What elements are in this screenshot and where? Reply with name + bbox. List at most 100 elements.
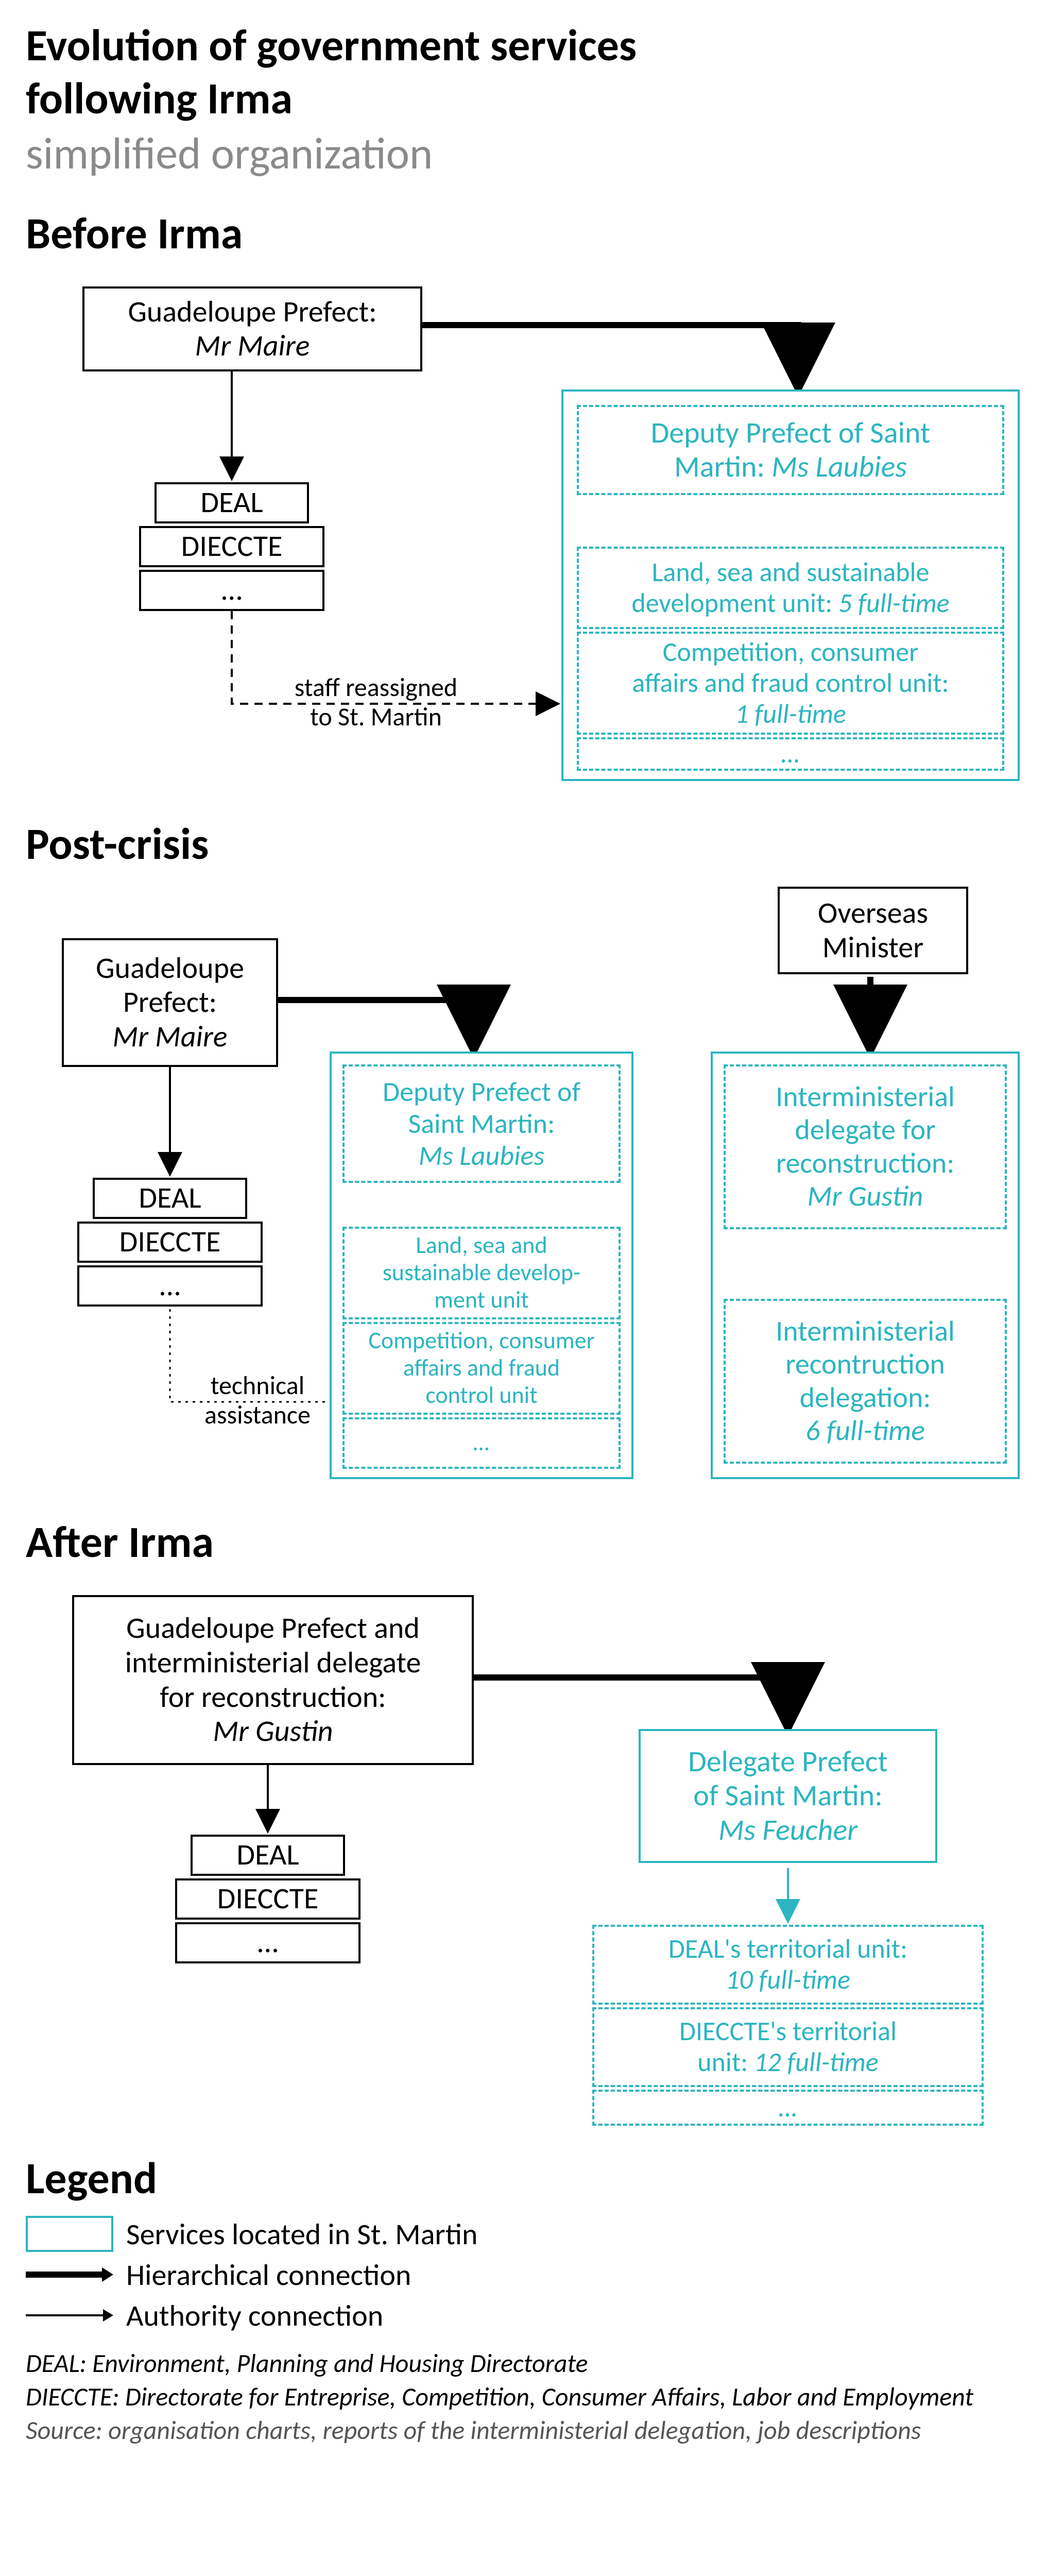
post-diagram: Guadeloupe Prefect: Mr Maire Overseas Mi… — [26, 887, 1021, 1495]
title-line2: following Irma — [26, 74, 1021, 125]
post-dieccte: DIECCTE — [77, 1222, 263, 1263]
before-diagram: Guadeloupe Prefect: Mr Maire DEAL DIECCT… — [26, 276, 1021, 796]
name: Mr Gustin — [213, 1714, 333, 1749]
after-header: After Irma — [26, 1515, 1021, 1569]
label: Guadeloupe Prefect: — [128, 295, 376, 329]
l3: for reconstruction: — [160, 1680, 386, 1715]
label: Hierarchical connection — [126, 2257, 411, 2293]
before-header: Before Irma — [26, 207, 1021, 261]
label: DEAL — [139, 1181, 201, 1215]
legend-swatch-teal — [26, 2216, 113, 2252]
val: 6 full-time — [805, 1414, 925, 1447]
l2: development unit: 5 full-time — [631, 588, 949, 619]
l2: recontruction — [785, 1348, 945, 1381]
label: … — [160, 1268, 180, 1303]
post-unit1: Land, sea and sustainable develop- ment … — [342, 1227, 621, 1319]
label: … — [258, 1925, 278, 1960]
after-unit-dots: … — [592, 2090, 984, 2126]
label: Authority connection — [126, 2297, 383, 2334]
l1: Deputy Prefect of Saint — [651, 416, 931, 450]
dots: … — [781, 738, 800, 769]
legend-title: Legend — [26, 2151, 1021, 2206]
after-dots: … — [175, 1922, 361, 1963]
val: 10 full-time — [726, 1964, 850, 1995]
l1: staff reassigned — [268, 673, 484, 703]
post-dots: … — [77, 1265, 263, 1307]
source: Source: organisation charts, reports of … — [26, 2414, 1021, 2447]
title-line1: Evolution of government services — [26, 21, 1021, 72]
l1: Interministerial — [776, 1080, 955, 1113]
post-unit2: Competition, consumer affairs and fraud … — [342, 1322, 621, 1415]
l2: sustainable develop- — [383, 1259, 580, 1286]
l2: affairs and fraud control unit: — [632, 668, 949, 699]
post-deputy: Deputy Prefect of Saint Martin: Ms Laubi… — [342, 1064, 621, 1183]
footnotes: DEAL: Environment, Planning and Housing … — [26, 2347, 1021, 2447]
post-prefect: Guadeloupe Prefect: Mr Maire — [62, 938, 278, 1067]
before-deal: DEAL — [155, 482, 309, 523]
l1: DIECCTE's territorial — [679, 2016, 897, 2047]
label: Services located in St. Martin — [126, 2216, 478, 2252]
before-staff-note: staff reassigned to St. Martin — [268, 673, 484, 732]
l1: Competition, consumer — [368, 1327, 594, 1354]
l2: Prefect: — [123, 985, 217, 1020]
l2: affairs and fraud — [403, 1354, 560, 1382]
after-unit2: DIECCTE's territorial unit: 12 full-time — [592, 2007, 984, 2087]
l2: Minister — [822, 930, 924, 965]
l2: assistance — [185, 1400, 330, 1430]
label: DEAL — [236, 1838, 299, 1872]
post-header: Post-crisis — [26, 817, 1021, 871]
after-delegate: Delegate Prefect of Saint Martin: Ms Feu… — [639, 1729, 937, 1863]
l3: reconstruction: — [776, 1147, 955, 1180]
l2: delegate for — [795, 1113, 935, 1146]
after-prefect: Guadeloupe Prefect and interministerial … — [72, 1595, 474, 1765]
name: Mr Maire — [113, 1020, 228, 1054]
before-unit-dots: … — [577, 737, 1004, 771]
after-dieccte: DIECCTE — [175, 1878, 361, 1920]
after-deal: DEAL — [191, 1835, 345, 1876]
l1: Land, sea and — [416, 1232, 547, 1259]
arrow-thin-icon — [26, 2305, 113, 2326]
deal-def: DEAL: Environment, Planning and Housing … — [26, 2347, 1021, 2380]
dots: … — [473, 1429, 490, 1456]
legend-hier: Hierarchical connection — [26, 2257, 1021, 2293]
l2: Martin: Ms Laubies — [674, 450, 907, 484]
before-dieccte: DIECCTE — [139, 526, 324, 567]
post-unit-dots: … — [342, 1417, 621, 1469]
l3: ment unit — [434, 1286, 528, 1314]
post-delegation: Interministerial recontruction delegatio… — [724, 1299, 1007, 1464]
dieccte-def: DIECCTE: Directorate for Entreprise, Com… — [26, 2380, 1021, 2414]
dots: … — [779, 2092, 797, 2123]
l2: Saint Martin: — [408, 1108, 555, 1140]
before-unit2: Competition, consumer affairs and fraud … — [577, 632, 1004, 735]
l1: Guadeloupe — [96, 951, 244, 986]
l3: delegation: — [800, 1381, 931, 1414]
post-minister: Overseas Minister — [778, 887, 968, 974]
l2: of Saint Martin: — [693, 1778, 883, 1813]
name: Mr Gustin — [807, 1180, 923, 1213]
post-deal: DEAL — [93, 1178, 247, 1219]
after-unit1: DEAL's territorial unit: 10 full-time — [592, 1925, 984, 2005]
l2: interministerial delegate — [125, 1646, 421, 1680]
post-tech-note: technical assistance — [185, 1371, 330, 1430]
val: 1 full-time — [735, 699, 846, 730]
l1: DEAL's territorial unit: — [668, 1934, 907, 1964]
before-deputy: Deputy Prefect of Saint Martin: Ms Laubi… — [577, 405, 1004, 495]
name: Ms Feucher — [718, 1813, 857, 1848]
label: DIECCTE — [119, 1225, 221, 1259]
l3: control unit — [425, 1382, 537, 1409]
post-delegate: Interministerial delegate for reconstruc… — [724, 1064, 1007, 1229]
l1: Delegate Prefect — [688, 1744, 888, 1779]
label: DEAL — [200, 485, 263, 520]
after-diagram: Guadeloupe Prefect and interministerial … — [26, 1585, 1021, 2131]
l2: to St. Martin — [268, 702, 484, 732]
title-sub: simplified organization — [26, 127, 1021, 181]
l2: unit: 12 full-time — [697, 2047, 878, 2078]
l1: Guadeloupe Prefect and — [126, 1611, 420, 1646]
label: DIECCTE — [217, 1882, 319, 1916]
l1: Land, sea and sustainable — [652, 557, 930, 588]
l1: Overseas — [818, 896, 928, 930]
legend-auth: Authority connection — [26, 2297, 1021, 2334]
label: … — [221, 573, 242, 607]
l1: Deputy Prefect of — [383, 1076, 580, 1108]
l1: Interministerial — [776, 1315, 955, 1348]
